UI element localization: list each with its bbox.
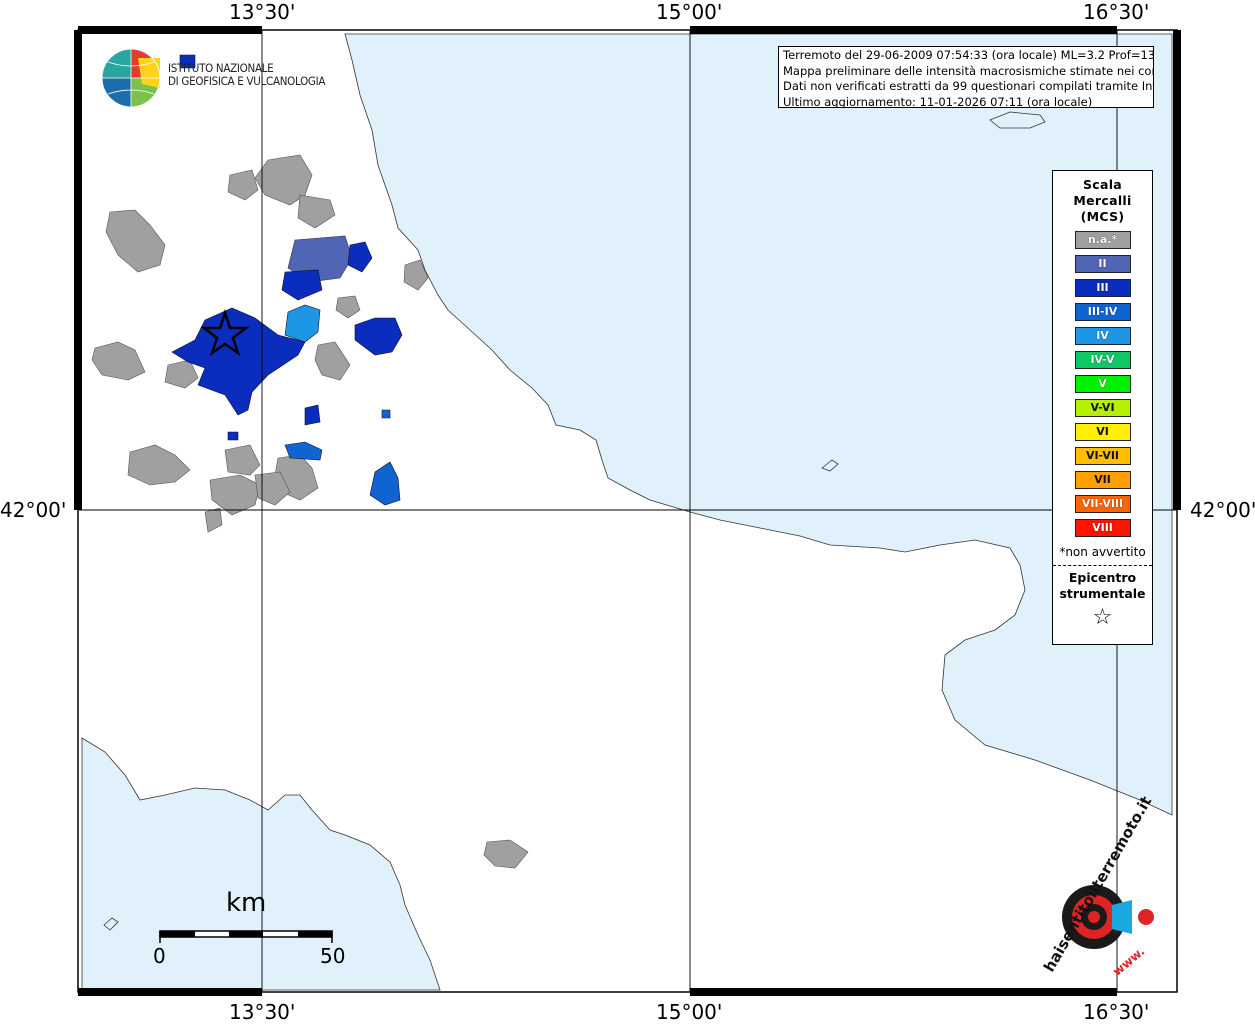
legend-swatch: n.a.*	[1074, 231, 1131, 249]
legend-swatch: V-VI	[1074, 399, 1131, 417]
event-line-1: Terremoto del 29-06-2009 07:54:33 (ora l…	[783, 48, 1154, 62]
legend-title-line-3: (MCS)	[1080, 209, 1125, 224]
legend-title-line-1: Scala	[1082, 177, 1123, 192]
epicenter-star	[200, 309, 250, 357]
legend-swatch: VII	[1074, 471, 1131, 489]
municipalities-III-IV	[284, 409, 401, 506]
municipality-II	[287, 235, 353, 283]
right-tick-1: 42°00'	[1190, 498, 1255, 522]
bottom-tick-1: 13°30'	[229, 1000, 296, 1024]
scale-min: 0	[153, 944, 166, 968]
scale-max: 50	[320, 944, 346, 968]
legend-swatch: VI	[1074, 423, 1131, 441]
island	[989, 111, 1046, 129]
event-line-2: Mappa preliminare delle intensità macros…	[783, 63, 1154, 78]
haisentito-logo-icon	[1062, 885, 1154, 949]
legend-swatch: VIII	[1074, 519, 1131, 537]
map-frame	[77, 29, 1178, 993]
event-info-box: Terremoto del 29-06-2009 07:54:33 (ora l…	[778, 46, 1154, 108]
island	[103, 917, 119, 931]
legend-swatch: IV-V	[1074, 351, 1131, 369]
legend-swatch: II	[1074, 255, 1131, 273]
scale-unit: km	[226, 888, 267, 918]
left-tick-1: 42°00'	[0, 498, 67, 522]
legend-swatch: III	[1074, 279, 1131, 297]
municipalities-not-felt	[91, 154, 529, 869]
ingv-logo-icon	[101, 48, 161, 108]
top-tick-3: 16°30'	[1083, 0, 1150, 24]
event-line-3: Dati non verificati estratti da 99 quest…	[783, 79, 1154, 93]
top-tick-1: 13°30'	[229, 0, 296, 24]
legend-note: *non avvertito	[1059, 545, 1146, 559]
bottom-tick-2: 15°00'	[656, 1000, 723, 1024]
adriatic-sea	[344, 33, 1173, 816]
legend-swatch: III-IV	[1074, 303, 1131, 321]
epicenter-line-1: Epicentro	[1068, 570, 1137, 585]
institute-line-1: ISTITUTO NAZIONALE	[168, 61, 274, 75]
legend-epicenter-title: Epicentro strumentale	[1053, 565, 1152, 602]
top-tick-2: 15°00'	[656, 0, 723, 24]
legend-star-icon: ☆	[1092, 605, 1113, 630]
institute-name: ISTITUTO NAZIONALE DI GEOFISICA E VULCAN…	[168, 62, 325, 88]
legend-title-line-2: Mercalli	[1073, 193, 1132, 208]
epicenter-line-2: strumentale	[1059, 586, 1146, 601]
institute-line-2: DI GEOFISICA E VULCANOLOGIA	[168, 74, 326, 88]
legend-title: Scala Mercalli (MCS)	[1053, 177, 1152, 225]
legend-swatch: VI-VII	[1074, 447, 1131, 465]
legend-swatch: IV	[1074, 327, 1131, 345]
event-line-4: Ultimo aggiornamento: 11-01-2026 07:11 (…	[783, 94, 1093, 108]
island	[821, 459, 839, 472]
legend-swatch: VII-VIII	[1074, 495, 1131, 513]
legend-items: n.a.* II III III-IV IV IV-V V V-VI VI VI-VII VII VI…	[1053, 231, 1152, 537]
municipality-IV	[284, 304, 321, 343]
municipalities-III	[171, 54, 403, 441]
mcs-legend: Scala Mercalli (MCS) n.a.* II III III-IV IV I…	[1052, 170, 1153, 645]
legend-swatch: V	[1074, 375, 1131, 393]
scale-bar	[159, 930, 333, 943]
bottom-tick-3: 16°30'	[1083, 1000, 1150, 1024]
tyrrhenian-sea	[81, 737, 441, 991]
frame-ticks	[74, 26, 1181, 996]
